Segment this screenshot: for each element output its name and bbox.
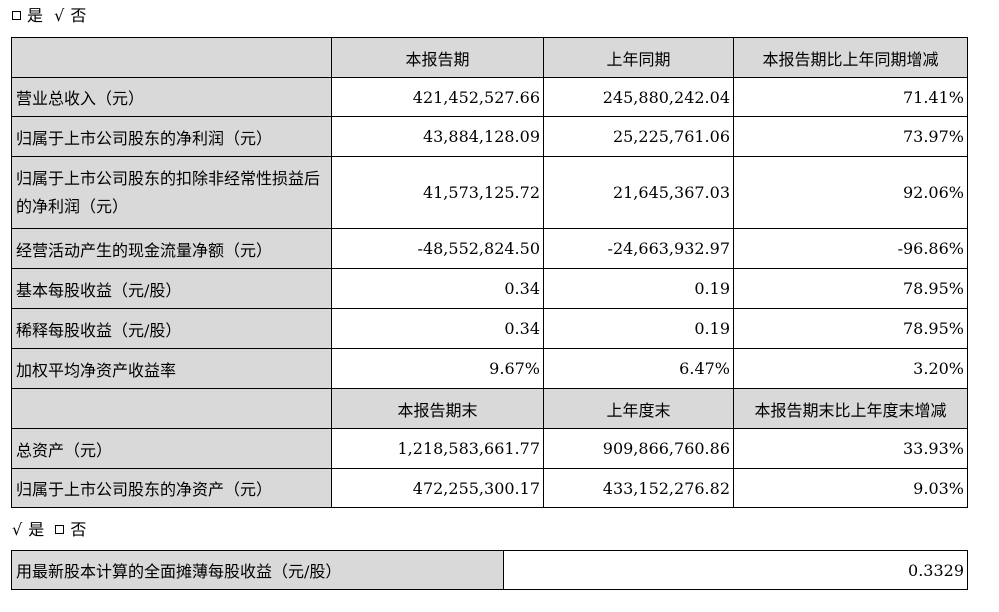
value-prior: 0.19 <box>543 308 734 349</box>
value-current: 0.34 <box>331 308 544 349</box>
header-change-year-end: 本报告期末比上年度末增减 <box>733 388 968 429</box>
value-prior: 433,152,276.82 <box>543 468 734 508</box>
adjustment-choice-2: √ 是 否 <box>12 518 92 542</box>
row-label: 营业总收入（元） <box>11 77 332 117</box>
table-row: 加权平均净资产收益率 9.67% 6.47% 3.20% <box>11 348 968 389</box>
eps-label: 用最新股本计算的全面摊薄每股收益（元/股） <box>11 550 504 590</box>
value-current: 0.34 <box>331 268 544 309</box>
choice-yes-label: 是 <box>28 520 45 539</box>
row-label: 归属于上市公司股东的净利润（元） <box>11 116 332 157</box>
value-current: 421,452,527.66 <box>331 77 544 117</box>
value-change: 78.95% <box>733 268 968 309</box>
value-current: 9.67% <box>331 348 544 389</box>
table-header-row: 本报告期末 上年度末 本报告期末比上年度末增减 <box>11 388 968 429</box>
choice-no-label: 否 <box>70 520 87 539</box>
header-change: 本报告期比上年同期增减 <box>733 37 968 78</box>
choice-yes-label: 是 <box>27 6 44 25</box>
value-change: -96.86% <box>733 228 968 269</box>
table-row: 营业总收入（元） 421,452,527.66 245,880,242.04 7… <box>11 77 968 117</box>
eps-value: 0.3329 <box>503 550 968 590</box>
value-prior: 21,645,367.03 <box>543 156 734 229</box>
checkbox-unchecked-icon <box>12 11 21 20</box>
value-prior: 245,880,242.04 <box>543 77 734 117</box>
value-change: 3.20% <box>733 348 968 389</box>
table-row: 总资产（元） 1,218,583,661.77 909,866,760.86 3… <box>11 428 968 469</box>
value-prior: 6.47% <box>543 348 734 389</box>
value-prior: -24,663,932.97 <box>543 228 734 269</box>
value-current: 1,218,583,661.77 <box>331 428 544 469</box>
value-change: 78.95% <box>733 308 968 349</box>
row-label: 归属于上市公司股东的扣除非经常性损益后的净利润（元） <box>11 156 332 229</box>
value-change: 9.03% <box>733 468 968 508</box>
value-current: 41,573,125.72 <box>331 156 544 229</box>
value-current: -48,552,824.50 <box>331 228 544 269</box>
financial-data-table: 本报告期 上年同期 本报告期比上年同期增减 营业总收入（元） 421,452,5… <box>11 37 968 508</box>
value-current: 472,255,300.17 <box>331 468 544 508</box>
row-label: 基本每股收益（元/股） <box>11 268 332 309</box>
header-blank-cell <box>11 37 332 78</box>
table-row: 稀释每股收益（元/股） 0.34 0.19 78.95% <box>11 308 968 349</box>
table-row: 归属于上市公司股东的净利润（元） 43,884,128.09 25,225,76… <box>11 116 968 157</box>
checkmark-icon: √ <box>54 6 65 25</box>
checkmark-icon: √ <box>12 520 23 539</box>
table-row: 经营活动产生的现金流量净额（元） -48,552,824.50 -24,663,… <box>11 228 968 269</box>
row-label: 稀释每股收益（元/股） <box>11 308 332 349</box>
value-change: 33.93% <box>733 428 968 469</box>
table-row: 基本每股收益（元/股） 0.34 0.19 78.95% <box>11 268 968 309</box>
value-prior: 909,866,760.86 <box>543 428 734 469</box>
row-label: 加权平均净资产收益率 <box>11 348 332 389</box>
header-current-period: 本报告期 <box>331 37 544 78</box>
row-label: 归属于上市公司股东的净资产（元） <box>11 468 332 508</box>
adjustment-choice-1: 是 √ 否 <box>12 4 92 28</box>
header-prior-year-end: 上年度末 <box>543 388 734 429</box>
table-row: 用最新股本计算的全面摊薄每股收益（元/股） 0.3329 <box>11 550 968 590</box>
value-current: 43,884,128.09 <box>331 116 544 157</box>
row-label: 经营活动产生的现金流量净额（元） <box>11 228 332 269</box>
value-change: 71.41% <box>733 77 968 117</box>
header-prior-period: 上年同期 <box>543 37 734 78</box>
value-change: 73.97% <box>733 116 968 157</box>
header-period-end: 本报告期末 <box>331 388 544 429</box>
table-row: 归属于上市公司股东的净资产（元） 472,255,300.17 433,152,… <box>11 468 968 508</box>
row-label: 总资产（元） <box>11 428 332 469</box>
choice-no-label: 否 <box>70 6 87 25</box>
value-prior: 25,225,761.06 <box>543 116 734 157</box>
checkbox-unchecked-icon <box>55 525 65 534</box>
value-change: 92.06% <box>733 156 968 229</box>
table-row: 归属于上市公司股东的扣除非经常性损益后的净利润（元） 41,573,125.72… <box>11 156 968 229</box>
value-prior: 0.19 <box>543 268 734 309</box>
diluted-eps-table: 用最新股本计算的全面摊薄每股收益（元/股） 0.3329 <box>11 550 968 590</box>
table-header-row: 本报告期 上年同期 本报告期比上年同期增减 <box>11 37 968 78</box>
header-blank-cell <box>11 388 332 429</box>
